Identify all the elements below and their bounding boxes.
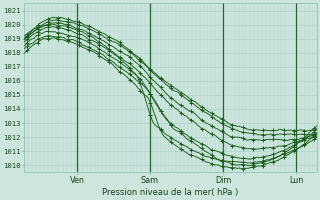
X-axis label: Pression niveau de la mer( hPa ): Pression niveau de la mer( hPa ) xyxy=(102,188,239,197)
